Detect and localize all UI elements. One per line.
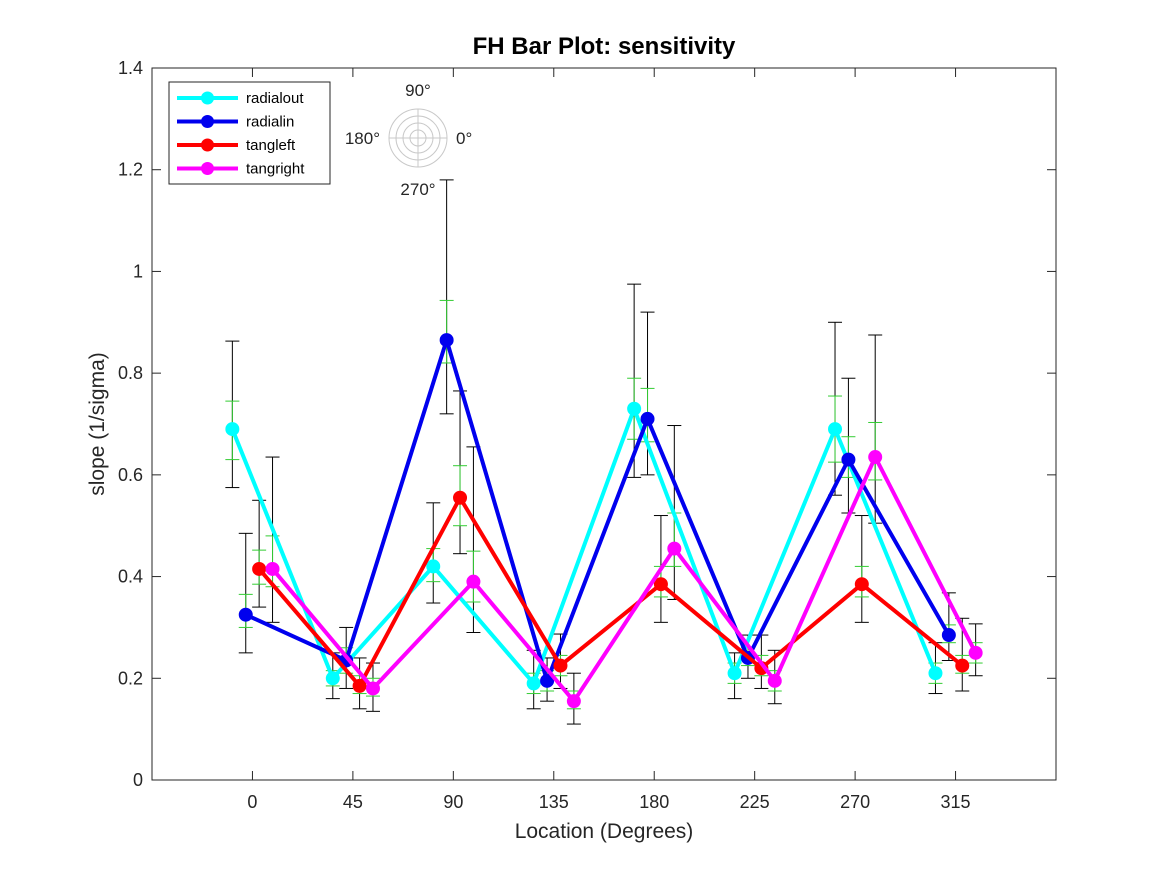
y-tick-label: 0.8 xyxy=(118,363,143,383)
data-point-tangright xyxy=(466,574,481,589)
series-line-radialin xyxy=(243,338,951,683)
legend-entry-radialin: radialin xyxy=(177,114,294,131)
y-tick-label: 0.4 xyxy=(118,567,143,587)
legend-swatch-marker xyxy=(201,91,214,105)
data-point-radialin xyxy=(640,411,655,426)
legend-entry-tangleft: tangleft xyxy=(177,137,296,154)
x-tick-label: 45 xyxy=(343,792,363,812)
series-radialin xyxy=(238,333,956,688)
y-tick-label: 1 xyxy=(133,261,143,281)
data-point-radialin xyxy=(540,673,555,688)
data-point-tangright xyxy=(365,681,380,696)
x-tick-label: 225 xyxy=(740,792,770,812)
legend-label: tangleft xyxy=(246,137,296,154)
y-tick-label: 0.2 xyxy=(118,668,143,688)
data-point-tangleft xyxy=(653,577,668,592)
data-point-radialout xyxy=(828,422,843,437)
legend-label: radialin xyxy=(246,114,294,131)
x-tick-label: 180 xyxy=(639,792,669,812)
x-tick-label: 0 xyxy=(247,792,257,812)
data-point-radialout xyxy=(627,401,642,416)
legend-label: radialout xyxy=(246,90,304,107)
data-point-radialin xyxy=(841,452,856,467)
tick-marks xyxy=(152,67,1056,781)
x-tick-label: 270 xyxy=(840,792,870,812)
y-axis-label: slope (1/sigma) xyxy=(86,352,109,496)
y-tick-label: 0.6 xyxy=(118,465,143,485)
data-point-radialin xyxy=(439,333,454,348)
data-point-tangleft xyxy=(854,577,869,592)
series-tangright xyxy=(265,450,983,709)
data-point-tangleft xyxy=(955,658,970,673)
series-line-tangleft xyxy=(257,495,965,688)
data-point-tangright xyxy=(868,450,883,465)
series-line-tangright xyxy=(270,455,978,704)
data-point-tangright xyxy=(667,541,682,556)
series-layer xyxy=(225,179,983,725)
legend-entries: radialout radialin tangleft tangright xyxy=(177,90,305,178)
data-point-tangright xyxy=(265,561,280,576)
data-point-radialout xyxy=(928,666,943,681)
data-point-tangright xyxy=(566,694,581,709)
y-tick-label: 1.2 xyxy=(118,160,143,180)
data-point-tangleft xyxy=(352,678,367,693)
x-tick-labels: 0 45 90 135 180 225 270 315 xyxy=(247,792,970,812)
legend-entry-radialout: radialout xyxy=(177,90,304,107)
polar-compass-inset: 90° 180° 0° 270° xyxy=(345,81,472,199)
compass-label-bottom: 270° xyxy=(400,180,435,199)
data-point-radialout xyxy=(526,676,541,691)
compass-label-left: 180° xyxy=(345,129,380,148)
series-tangleft xyxy=(252,490,970,693)
data-point-radialout xyxy=(325,671,340,686)
compass-label-top: 90° xyxy=(405,81,431,100)
legend-entry-tangright: tangright xyxy=(177,161,305,178)
chart-title: FH Bar Plot: sensitivity xyxy=(473,33,736,60)
data-point-tangright xyxy=(968,645,983,660)
y-tick-label: 1.4 xyxy=(118,58,143,78)
data-point-radialin xyxy=(238,607,253,622)
legend: radialout radialin tangleft tangright xyxy=(168,81,331,185)
data-point-tangright xyxy=(767,673,782,688)
legend-swatch-marker xyxy=(201,162,214,175)
plot-area xyxy=(151,67,1057,781)
data-point-tangleft xyxy=(252,561,267,576)
y-tick-labels: 0 0.2 0.4 0.6 0.8 1 1.2 1.4 xyxy=(118,58,143,790)
data-point-radialout xyxy=(426,559,441,574)
legend-swatch-marker xyxy=(201,115,214,128)
x-tick-label: 90 xyxy=(443,792,463,812)
legend-swatch-marker xyxy=(201,138,214,152)
legend-label: tangright xyxy=(246,161,305,178)
data-point-radialout xyxy=(727,666,742,681)
compass-label-right: 0° xyxy=(456,129,472,148)
data-point-tangleft xyxy=(453,490,468,505)
y-tick-label: 0 xyxy=(133,770,143,790)
data-point-tangleft xyxy=(553,658,568,673)
x-tick-label: 315 xyxy=(941,792,971,812)
data-point-radialout xyxy=(225,422,240,437)
data-point-radialin xyxy=(941,628,956,643)
x-axis-label: Location (Degrees) xyxy=(515,820,694,843)
x-tick-label: 135 xyxy=(539,792,569,812)
